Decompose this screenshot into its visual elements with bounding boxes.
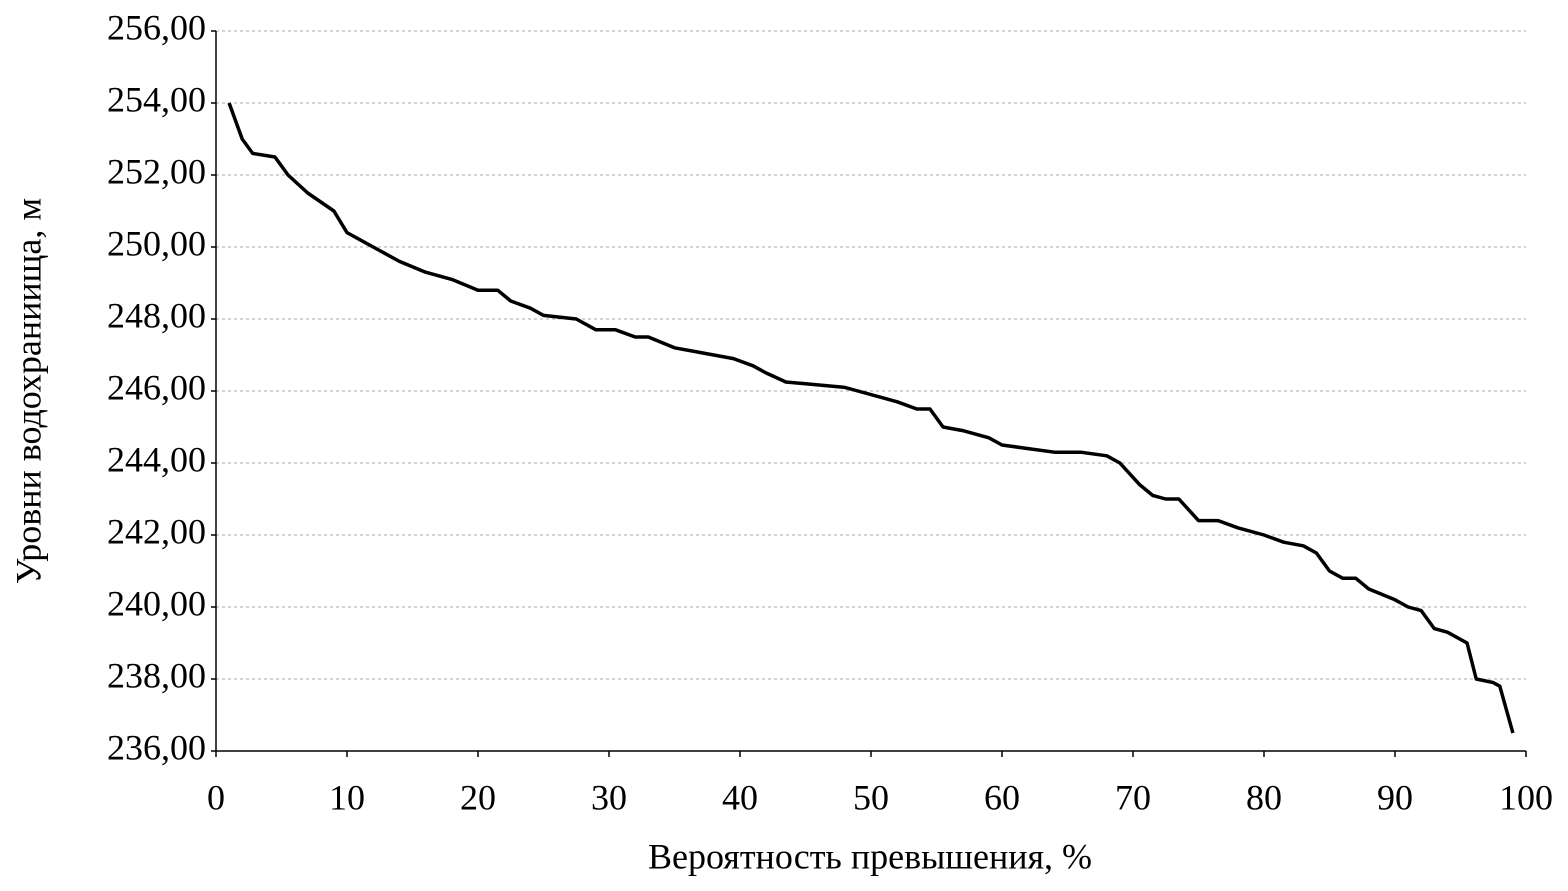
y-tick-label: 242,00 xyxy=(107,511,206,551)
y-tick-label: 246,00 xyxy=(107,367,206,407)
y-axis-label: Уровни водохраниища, м xyxy=(8,198,48,584)
x-tick-label: 0 xyxy=(207,777,225,817)
y-tick-label: 236,00 xyxy=(107,727,206,767)
y-tick-label: 252,00 xyxy=(107,151,206,191)
y-tick-label: 256,00 xyxy=(107,7,206,47)
x-tick-label: 10 xyxy=(329,777,365,817)
x-axis-label: Вероятность превышения, % xyxy=(648,836,1092,876)
y-tick-label: 244,00 xyxy=(107,439,206,479)
y-tick-label: 238,00 xyxy=(107,655,206,695)
data-line xyxy=(227,102,1515,734)
x-tick-label: 30 xyxy=(591,777,627,817)
x-tick-label: 100 xyxy=(1499,777,1553,817)
x-tick-label: 80 xyxy=(1246,777,1282,817)
y-tick-label: 250,00 xyxy=(107,223,206,263)
x-tick-label: 50 xyxy=(853,777,889,817)
x-tick-label: 90 xyxy=(1377,777,1413,817)
x-tick-label: 70 xyxy=(1115,777,1151,817)
y-tick-label: 240,00 xyxy=(107,583,206,623)
x-tick-label: 60 xyxy=(984,777,1020,817)
x-tick-label: 20 xyxy=(460,777,496,817)
y-tick-label: 254,00 xyxy=(107,79,206,119)
y-tick-label: 248,00 xyxy=(107,295,206,335)
x-tick-label: 40 xyxy=(722,777,758,817)
